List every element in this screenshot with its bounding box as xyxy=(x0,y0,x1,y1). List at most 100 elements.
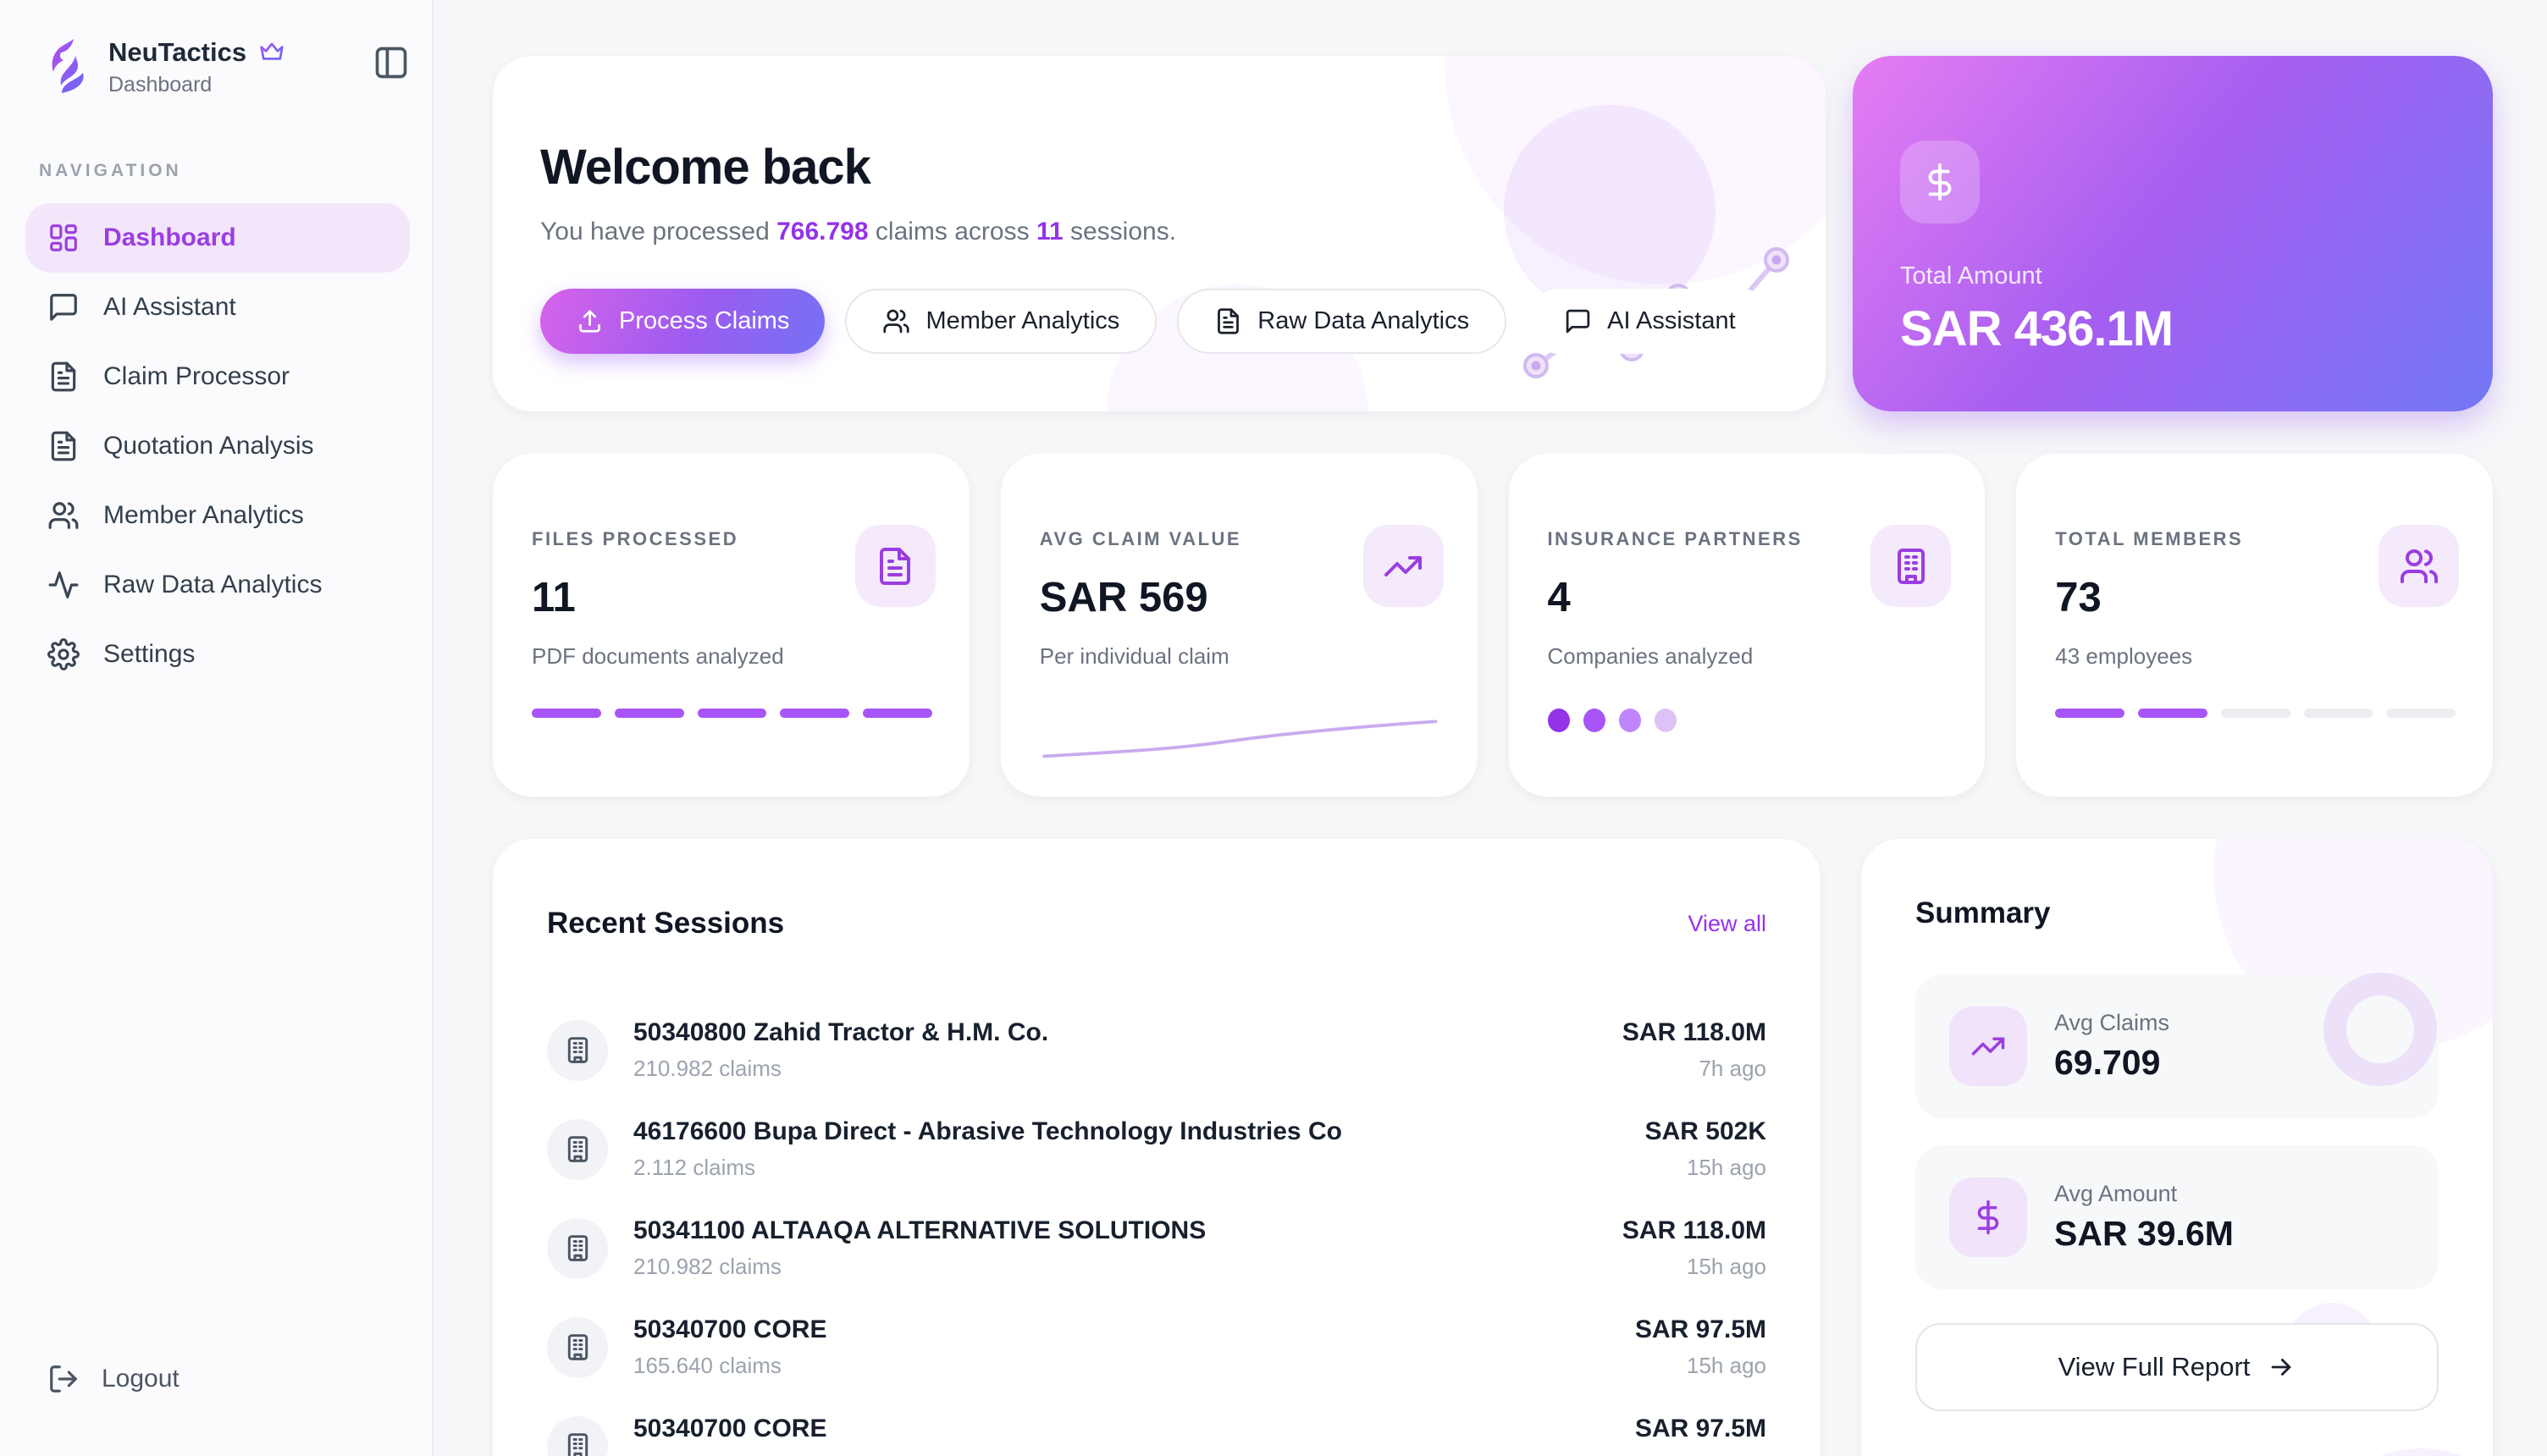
upload-icon xyxy=(579,310,600,333)
session-time: 15h ago xyxy=(1635,1452,1766,1456)
stat-card-insurance-partners: INSURANCE PARTNERS 4 Companies analyzed xyxy=(1508,454,1986,797)
stat-value: 73 xyxy=(2055,575,2102,620)
users-icon xyxy=(2400,549,2438,583)
sidebar-item-label: Dashboard xyxy=(103,223,236,251)
sidebar: NeuTactics Dashboard NAVIGATION Dashboar… xyxy=(0,0,434,1456)
file-text-icon xyxy=(880,547,911,585)
building-icon xyxy=(547,1217,608,1279)
button-label: AI Assistant xyxy=(1607,307,1736,334)
trending-up-icon-tile xyxy=(1362,525,1444,607)
session-row[interactable]: 50340700 CORE 165.640 claims SAR 97.5M 1… xyxy=(547,1315,1766,1379)
avg-claims-box: Avg Claims 69.709 xyxy=(1915,974,2439,1118)
sessions-list: 50340800 Zahid Tractor & H.M. Co. 210.98… xyxy=(547,1018,1766,1456)
summary-title: Summary xyxy=(1915,896,2051,929)
trending-up-icon xyxy=(1971,1037,2005,1056)
sidebar-nav: Dashboard AI Assistant Claim Processor Q… xyxy=(25,203,410,689)
welcome-title: Welcome back xyxy=(540,140,871,195)
stats-row: FILES PROCESSED 11 PDF documents analyze… xyxy=(493,454,2493,797)
gear-icon xyxy=(47,638,80,670)
sidebar-item-raw-data-analytics[interactable]: Raw Data Analytics xyxy=(25,550,410,620)
sidebar-toggle-button[interactable] xyxy=(373,44,410,84)
total-amount-value: SAR 436.1M xyxy=(1900,301,2174,356)
stat-subtext: PDF documents analyzed xyxy=(532,643,784,669)
stat-card-total-members: TOTAL MEMBERS 73 43 employees xyxy=(2016,454,2493,797)
ai-assistant-button[interactable]: AI Assistant xyxy=(1527,289,1773,354)
stat-subtext: 43 employees xyxy=(2055,643,2193,669)
claims-count: 766.798 xyxy=(776,218,869,245)
quick-actions: Process Claims Member Analytics Raw Data… xyxy=(540,289,1778,354)
summary-card: Summary Avg Claims 69.709 Avg Amount SAR… xyxy=(1861,839,2493,1456)
session-time: 15h ago xyxy=(1687,1155,1766,1180)
button-label: View Full Report xyxy=(2058,1352,2251,1382)
avg-amount-box: Avg Amount SAR 39.6M xyxy=(1915,1145,2439,1289)
sidebar-item-settings[interactable]: Settings xyxy=(25,620,410,689)
dollar-icon-tile xyxy=(1900,141,1980,223)
button-label: Process Claims xyxy=(619,307,790,334)
trending-up-icon-tile xyxy=(1949,1007,2027,1086)
summary-row-label: Avg Claims xyxy=(2054,1010,2170,1035)
app-subtitle: Dashboard xyxy=(108,73,213,97)
building-icon xyxy=(547,1316,608,1378)
app-name: NeuTactics xyxy=(108,37,247,67)
session-claims: 210.982 claims xyxy=(633,1254,782,1279)
chat-icon xyxy=(1566,309,1590,334)
session-name: 46176600 Bupa Direct - Abrasive Technolo… xyxy=(633,1117,1342,1145)
summary-row-value: 69.709 xyxy=(2054,1043,2161,1082)
progress-dashes xyxy=(2055,709,2456,718)
session-claims: 165.640 claims xyxy=(633,1452,1610,1456)
session-row[interactable]: 50340800 Zahid Tractor & H.M. Co. 210.98… xyxy=(547,1018,1766,1082)
main-content: Welcome back You have processed 766.798 … xyxy=(434,0,2547,1456)
sidebar-item-label: Settings xyxy=(103,640,196,668)
stat-subtext: Per individual claim xyxy=(1039,643,1229,669)
users-icon xyxy=(48,502,79,529)
view-full-report-button[interactable]: View Full Report xyxy=(1915,1323,2439,1411)
sidebar-item-label: Raw Data Analytics xyxy=(103,571,323,598)
stat-subtext: Companies analyzed xyxy=(1547,643,1754,669)
users-icon xyxy=(883,309,910,334)
session-row[interactable]: 46176600 Bupa Direct - Abrasive Technolo… xyxy=(547,1117,1766,1181)
logout-icon xyxy=(50,1365,77,1393)
summary-row-label: Avg Amount xyxy=(2054,1181,2178,1206)
sidebar-item-ai-assistant[interactable]: AI Assistant xyxy=(25,273,410,342)
dollar-icon-tile xyxy=(1949,1177,2027,1257)
member-analytics-button[interactable]: Member Analytics xyxy=(845,289,1157,354)
sessions-count: 11 xyxy=(1036,218,1064,245)
sidebar-item-label: Member Analytics xyxy=(103,501,304,529)
view-all-link[interactable]: View all xyxy=(1688,910,1766,936)
session-amount: SAR 97.5M xyxy=(1634,1415,1766,1442)
file-text-icon xyxy=(1218,308,1240,334)
logout-button[interactable]: Logout xyxy=(25,1349,410,1409)
session-amount: SAR 97.5M xyxy=(1634,1315,1766,1343)
file-text-icon xyxy=(51,431,76,461)
welcome-card: Welcome back You have processed 766.798 … xyxy=(493,56,1826,411)
crown-icon xyxy=(260,42,284,60)
sidebar-item-dashboard[interactable]: Dashboard xyxy=(25,203,410,273)
stat-label: AVG CLAIM VALUE xyxy=(1039,528,1242,549)
session-amount: SAR 118.0M xyxy=(1622,1216,1766,1244)
sidebar-item-member-analytics[interactable]: Member Analytics xyxy=(25,481,410,550)
raw-data-analytics-button[interactable]: Raw Data Analytics xyxy=(1177,289,1507,354)
session-amount: SAR 502K xyxy=(1644,1117,1766,1145)
session-row[interactable]: 50341100 ALTAAQA ALTERNATIVE SOLUTIONS 2… xyxy=(547,1216,1766,1280)
session-row[interactable]: 50340700 CORE 165.640 claims SAR 97.5M 1… xyxy=(547,1415,1766,1456)
session-time: 15h ago xyxy=(1687,1353,1766,1378)
file-text-icon xyxy=(51,361,76,392)
activity-icon xyxy=(48,571,79,598)
session-time: 15h ago xyxy=(1687,1254,1766,1279)
session-claims: 2.112 claims xyxy=(633,1155,756,1180)
arrow-right-icon xyxy=(2272,1359,2291,1376)
layout-dashboard-icon xyxy=(50,224,77,251)
summary-row-value: SAR 39.6M xyxy=(2054,1214,2234,1253)
process-claims-button[interactable]: Process Claims xyxy=(540,289,826,354)
sidebar-item-label: AI Assistant xyxy=(103,293,236,321)
stat-label: FILES PROCESSED xyxy=(532,528,739,549)
sidebar-item-quotation-analysis[interactable]: Quotation Analysis xyxy=(25,411,410,481)
dollar-icon xyxy=(1928,163,1952,201)
stat-card-files-processed: FILES PROCESSED 11 PDF documents analyze… xyxy=(493,454,970,797)
welcome-intro: You have processed 766.798 claims across… xyxy=(540,218,1177,245)
sidebar-item-claim-processor[interactable]: Claim Processor xyxy=(25,342,410,411)
session-time: 7h ago xyxy=(1699,1056,1766,1081)
stat-value: SAR 569 xyxy=(1039,575,1208,620)
total-amount-card: Total Amount SAR 436.1M xyxy=(1853,56,2493,411)
stat-label: INSURANCE PARTNERS xyxy=(1547,528,1803,549)
